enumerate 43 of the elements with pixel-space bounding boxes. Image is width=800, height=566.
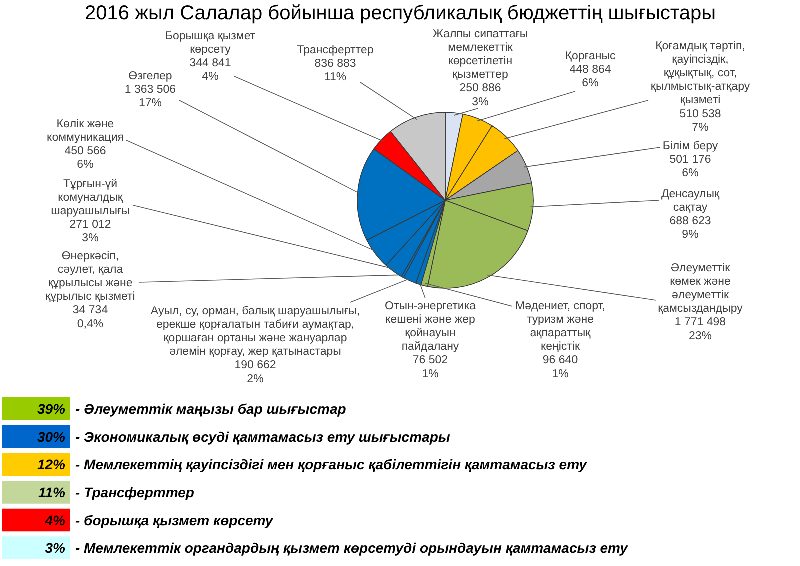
data-label: 450 566 6% [64,146,106,172]
series-label: - Мемлекеттік органдардың қызмет көрсетуді орындауын қамтамасыз ету [76,540,630,556]
data-label: 39% [37,400,66,417]
data-label: 501 176 6% [670,154,712,180]
data-label: 4% [44,512,66,528]
data-label: 190 662 2% [234,360,276,386]
data-label: 250 886 3% [460,82,502,108]
slice-label: Тұрғын-үй комуналдық шаруашылығы [51,178,130,218]
series-label: - Мемлекеттің қауіпсіздігі мен қорғаныс қабілеттігін қамтамасыз ету [76,456,588,473]
slice-label: Қорғаныс [565,50,616,62]
series-label: - Экономикалық өсуді қамтамасыз ету шығыстары [76,428,450,445]
data-label: 344 841 4% [190,58,232,84]
chart-title: 2016 жыл Салалар бойынша республикалық бюджеттің шығыстары [85,2,716,24]
data-label: 96 640 1% [542,354,578,380]
data-label: 271 012 3% [70,219,112,245]
slice-label: Өнеркәсіп, сәулет, қала құрылысы және құрылыс қызметі [46,250,136,304]
data-label: 30% [37,428,66,445]
slice-label: Борышқа қызмет көрсету [165,30,256,56]
data-label: 688 623 9% [670,216,712,242]
data-label: 11% [38,484,66,500]
slice-label: Көлік және коммуникация [47,118,124,144]
slice-label: Әлеуметтік көмек және әлеуметтік қамсыздандыру [658,262,744,316]
data-label: 1 363 506 17% [124,84,176,110]
data-label: 12% [37,456,66,473]
data-label: 836 883 11% [314,58,356,84]
slice-label: Қоғамдық тәртіп, қауіпсіздік, құқықтық, сот, қылмыстық-атқару қызметі [650,40,750,107]
data-label: 3% [45,540,66,556]
slice-label: Өзгелер [128,70,172,82]
slice-label: Трансферттер [297,44,374,56]
data-label: 510 538 7% [680,108,722,134]
data-label: 34 734 0,4% [72,304,109,330]
slice-label: Білім беру [662,140,718,152]
data-label: 1 771 498 23% [674,316,726,342]
slice-label: Отын-энергетика кешені және жер қойнауын пайдалану [385,300,477,354]
data-label: 76 502 1% [412,354,448,380]
data-label: 448 864 6% [570,64,612,90]
series-label: - борышқа қызмет көрсету [76,512,274,528]
slice-label: Денсаулық сақтау [661,188,720,214]
series-label: - Трансферттер [76,484,195,500]
slice-label: Мәдениет, спорт, туризм және ақпараттық кеңістік [516,300,606,354]
series-label: - Әлеуметтік маңызы бар шығыстар [76,400,347,417]
slice-label: Жалпы сипаттағы мемлекеттік көрсетілетін қызметтер [432,28,528,82]
slice-label: Ауыл, су, орман, балық шаруашылығы, ерекше қорғалатын табиғи аумақтар, қоршаған ортаны және жануарлар әлемін қорғау, жер қатынастары [150,306,360,358]
